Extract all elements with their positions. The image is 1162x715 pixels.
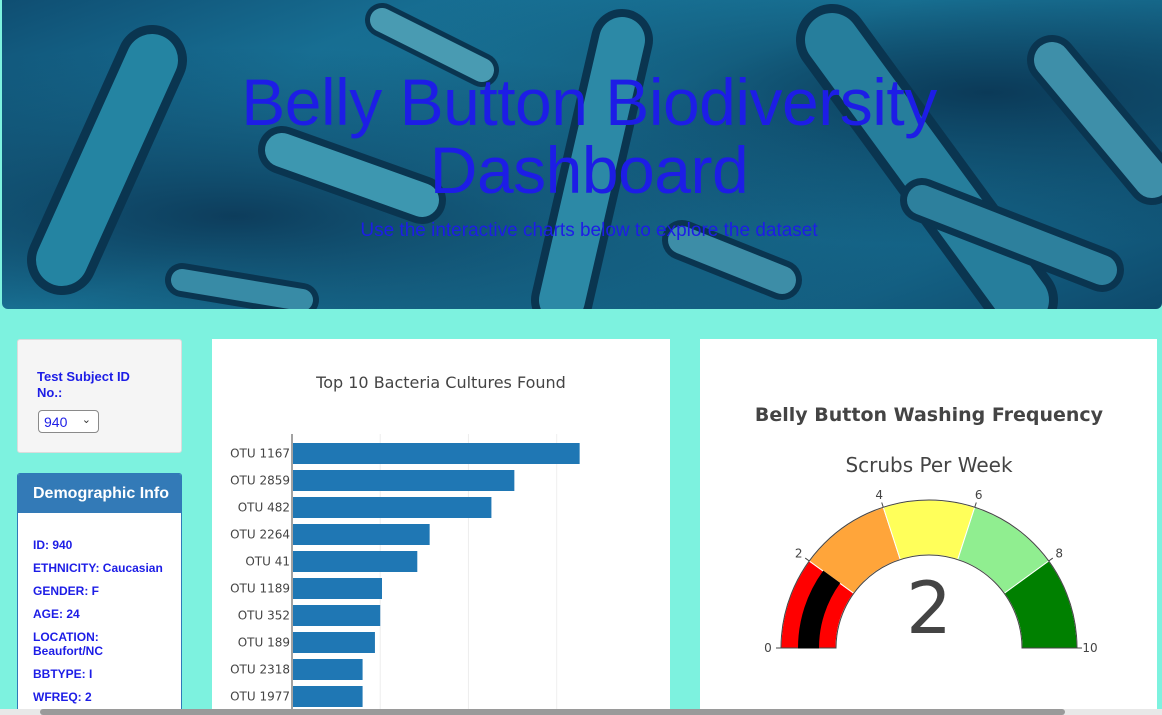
demo-item-ethnicity: ETHNICITY: Caucasian [33,561,163,575]
bar-chart-tick-label: OTU 2859 [230,474,290,488]
bar-chart-bar[interactable] [293,632,375,653]
chevron-down-icon: ⌄ [81,414,91,426]
bar-chart-tick-label: OTU 1977 [230,690,290,704]
demographic-info-panel: Demographic Info ID: 940 ETHNICITY: Cauc… [17,473,182,715]
page-subtitle: Use the interactive charts below to expl… [360,220,818,241]
hero-banner: Belly Button Biodiversity Dashboard Use … [2,0,1162,309]
gauge-tick-label: 10 [1082,641,1097,655]
bar-chart-tick-label: OTU 482 [238,501,290,515]
subject-selector-panel: Test Subject ID No.: 940 ⌄ [17,339,182,453]
demo-item-gender: GENDER: F [33,584,99,598]
horizontal-scrollbar-thumb[interactable] [40,709,1065,715]
page-title: Belly Button Biodiversity Dashboard [241,65,937,207]
gauge-subtitle: Scrubs Per Week [845,453,1013,477]
demo-item-bbtype: BBTYPE: I [33,667,93,681]
bar-chart-bar[interactable] [293,578,382,599]
bar-chart-title: Top 10 Bacteria Cultures Found [315,373,566,392]
bar-chart-tick-label: OTU 1167 [230,447,290,461]
subject-id-dropdown[interactable]: 940 ⌄ [38,410,99,433]
gauge-tick [1048,557,1054,562]
gauge-tick-label: 6 [975,488,983,502]
demo-item-wfreq: WFREQ: 2 [33,690,92,704]
demo-item-location: LOCATION: Beaufort/NC [33,630,104,658]
bar-chart-tick-label: OTU 2318 [230,663,290,677]
subject-id-value: 940 [44,414,68,430]
gauge-value-label: 2 [906,566,952,650]
bar-chart-bar[interactable] [293,686,363,707]
demographic-info-list: ID: 940 ETHNICITY: Caucasian GENDER: F A… [18,513,181,704]
bacteria-background-image [27,3,1162,309]
gauge-tick-label: 0 [764,641,772,655]
gauge-tick [804,557,810,562]
bar-chart-panel: Top 10 Bacteria Cultures Found OTU 1167 OT… [212,339,670,715]
bar-chart-tick-label: OTU 41 [245,555,290,569]
bar-chart-bar[interactable] [293,524,430,545]
gauge-tick-label: 2 [795,546,803,560]
gauge-chart-panel: Belly Button Washing Frequency Scrubs Per… [700,339,1157,715]
gauge-tick-label: 8 [1055,546,1063,560]
gauge-outline [780,499,1078,649]
demo-item-age: AGE: 24 [33,607,80,621]
bar-chart: Top 10 Bacteria Cultures Found OTU 1167 OT… [230,373,580,715]
demo-item-id: ID: 940 [33,538,73,552]
bar-chart-tick-label: OTU 189 [238,636,290,650]
gauge-tick-label: 4 [875,488,883,502]
bar-chart-bar[interactable] [293,605,381,626]
bar-chart-bar[interactable] [293,497,492,518]
gauge-tick [881,502,884,508]
bar-chart-tick-label: OTU 1189 [230,582,290,596]
bar-chart-bar[interactable] [293,551,418,572]
gauge-title: Belly Button Washing Frequency [755,404,1104,426]
bar-chart-bar[interactable] [293,659,363,680]
bar-chart-tick-label: OTU 352 [238,609,290,623]
gauge-value-bar [797,570,841,649]
demographic-info-title: Demographic Info [18,474,181,513]
bar-chart-bar[interactable] [293,470,515,491]
gauge-chart: Belly Button Washing Frequency Scrubs Per… [755,404,1104,655]
horizontal-scrollbar[interactable] [0,709,1162,715]
subject-selector-label: Test Subject ID No.: [37,369,130,400]
bar-chart-tick-label: OTU 2264 [230,528,290,542]
bar-chart-bar[interactable] [293,443,580,464]
gauge-tick [974,502,977,508]
